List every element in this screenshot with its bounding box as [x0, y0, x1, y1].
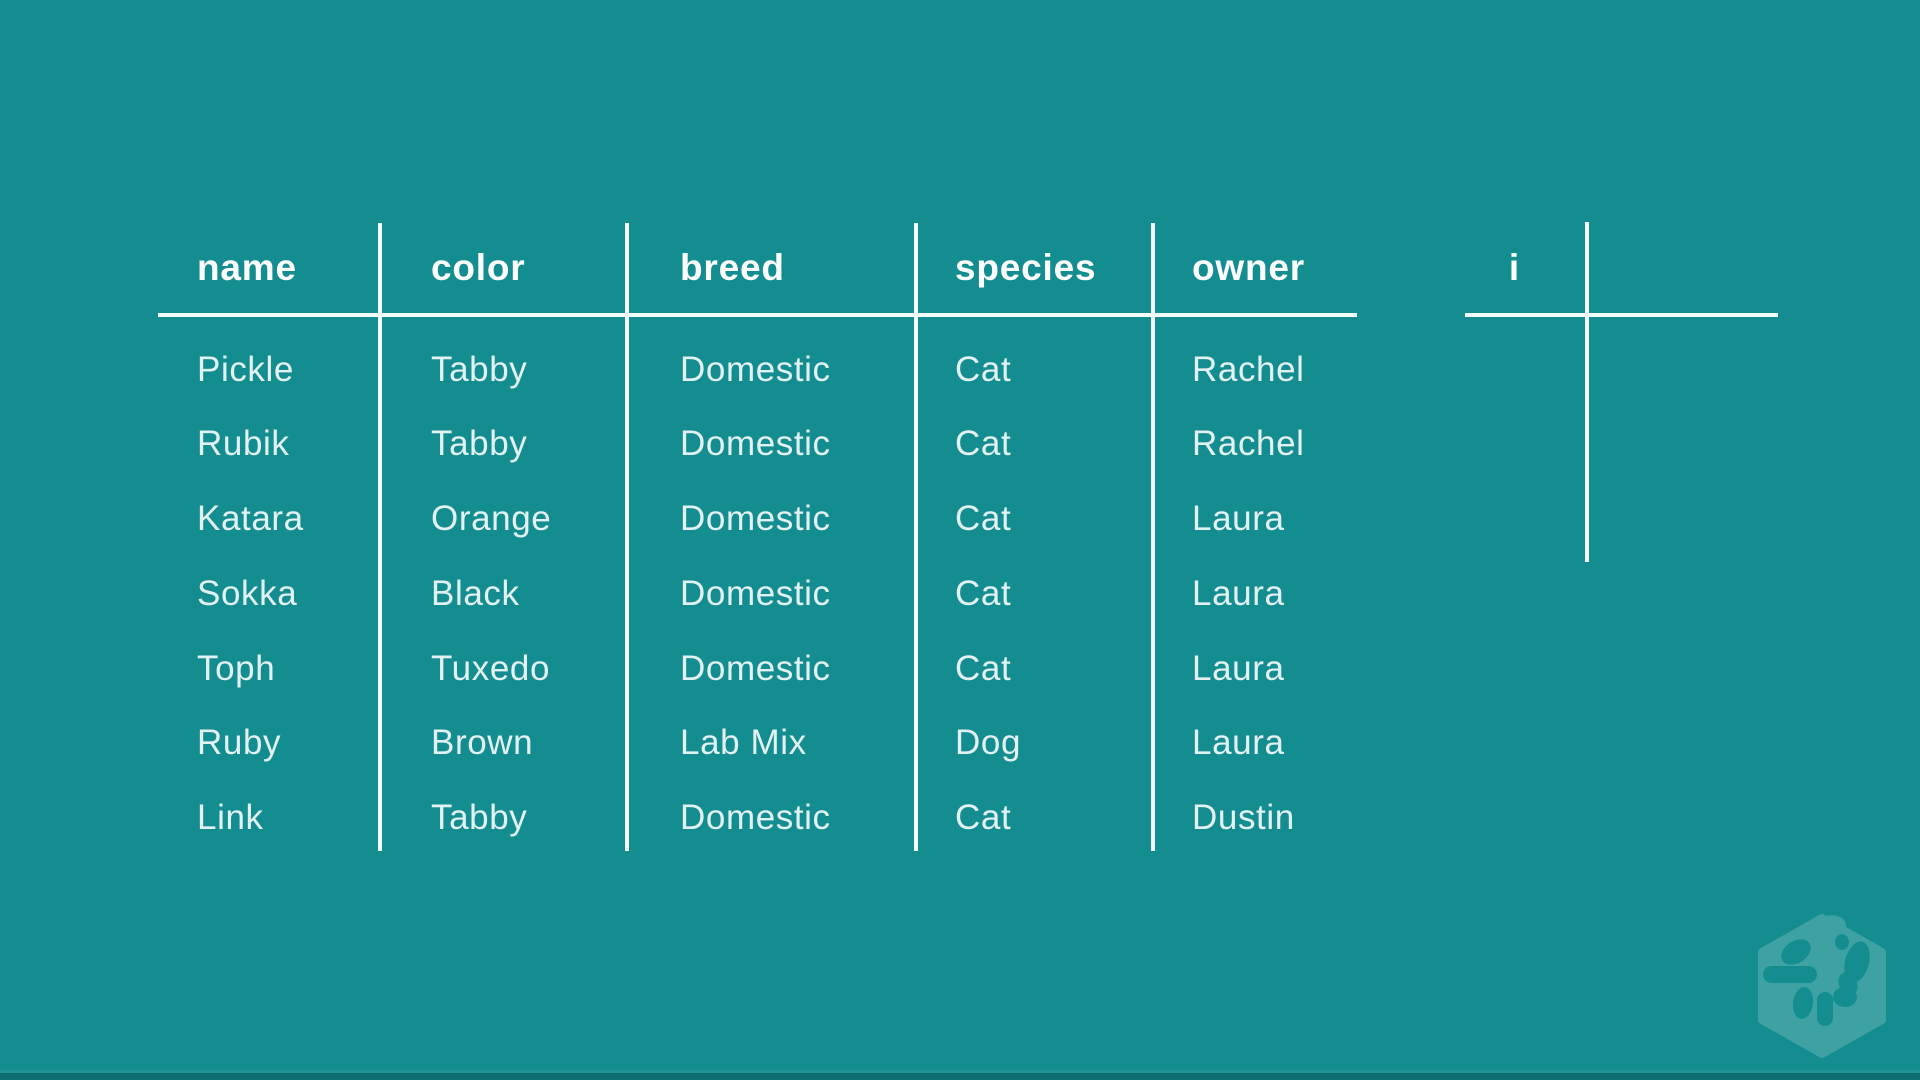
table-cell: Katara — [197, 499, 304, 538]
table-cell: Lab Mix — [680, 723, 807, 762]
table-cell: Domestic — [680, 574, 831, 613]
table-cell: Sokka — [197, 574, 298, 613]
table-cell: Domestic — [680, 649, 831, 688]
table-cell: Domestic — [680, 350, 831, 389]
table-cell: Tabby — [431, 350, 528, 389]
treehouse-logo-icon — [1758, 914, 1886, 1058]
table-cell: Domestic — [680, 499, 831, 538]
column-header-color: color — [431, 247, 526, 288]
bottom-edge-highlight — [0, 1070, 1920, 1073]
table-cell: Brown — [431, 723, 534, 762]
table-cell: Toph — [197, 649, 276, 688]
table-cell: Pickle — [197, 350, 294, 389]
table-cell: Orange — [431, 499, 552, 538]
side-column-divider-line — [1585, 222, 1589, 562]
table-cell: Dustin — [1192, 798, 1295, 837]
table-cell: Black — [431, 574, 520, 613]
table-cell: Rubik — [197, 424, 290, 463]
column-header-species: species — [955, 247, 1097, 288]
table-cell: Laura — [1192, 574, 1285, 613]
table-cell: Laura — [1192, 723, 1285, 762]
table-cell: Cat — [955, 424, 1012, 463]
table-cell: Tabby — [431, 424, 528, 463]
table-cell: Cat — [955, 499, 1012, 538]
table-cell: Cat — [955, 350, 1012, 389]
table-cell: Domestic — [680, 424, 831, 463]
table-cell: Tabby — [431, 798, 528, 837]
table-cell: Laura — [1192, 499, 1285, 538]
table-cell: Laura — [1192, 649, 1285, 688]
table-cell: Cat — [955, 574, 1012, 613]
table-cell: Rachel — [1192, 424, 1305, 463]
column-header-owner: owner — [1192, 247, 1305, 288]
table-cell: Dog — [955, 723, 1022, 762]
table-cell: Cat — [955, 798, 1012, 837]
table-cell: Rachel — [1192, 350, 1305, 389]
column-header-name: name — [197, 247, 297, 288]
column-divider-line — [625, 223, 629, 851]
column-header-breed: breed — [680, 247, 785, 288]
table-cell: Ruby — [197, 723, 282, 762]
column-divider-line — [378, 223, 382, 851]
table-cell: Link — [197, 798, 264, 837]
column-divider-line — [914, 223, 918, 851]
table-cell: Tuxedo — [431, 649, 551, 688]
bottom-edge-shadow — [0, 1073, 1920, 1080]
table-cell: Cat — [955, 649, 1012, 688]
side-header-underline — [1465, 313, 1778, 317]
column-divider-line — [1151, 223, 1155, 851]
column-header-i: i — [1508, 247, 1520, 288]
header-underline — [158, 313, 1357, 317]
table-cell: Domestic — [680, 798, 831, 837]
